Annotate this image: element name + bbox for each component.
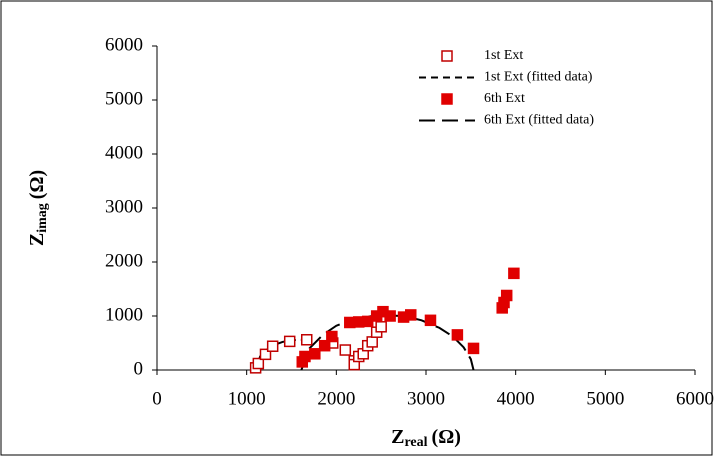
point — [339, 344, 352, 356]
point — [283, 335, 296, 348]
point — [318, 339, 331, 352]
y-tick-label: 5000 — [105, 88, 143, 109]
x-axis-title: Zreal (Ω) — [391, 426, 461, 451]
point — [252, 357, 265, 370]
point — [451, 329, 464, 341]
point — [500, 289, 513, 302]
y-axis-title: Zimag(Ω) — [26, 170, 51, 246]
legend-label: 1st Ext — [484, 48, 523, 63]
y-tick-label: 1000 — [105, 304, 143, 325]
y-tick-label: 3000 — [105, 196, 143, 217]
point — [375, 321, 387, 333]
y-tick-label: 4000 — [105, 142, 143, 163]
x-tick-label: 1000 — [228, 388, 266, 409]
legend-label: 6th Ext — [484, 91, 525, 106]
point — [266, 340, 279, 352]
x-tick-label: 4000 — [497, 388, 535, 409]
x-tick-label: 3000 — [407, 388, 445, 409]
point — [467, 342, 480, 355]
x-tick-label: 6000 — [676, 388, 714, 409]
legend-label: 6th Ext (fitted data) — [484, 113, 594, 128]
point — [424, 314, 437, 327]
legend-label: 1st Ext (fitted data) — [484, 70, 593, 85]
point — [299, 350, 311, 363]
y-tick-label: 0 — [134, 358, 144, 379]
x-tick-label: 2000 — [317, 388, 355, 409]
point — [309, 348, 321, 360]
point — [384, 310, 396, 322]
legend-swatch — [441, 93, 453, 105]
legend-swatch — [441, 50, 453, 62]
x-tick-label: 0 — [152, 388, 162, 409]
point — [405, 309, 417, 321]
y-tick-label: 6000 — [105, 34, 143, 55]
point — [259, 348, 272, 361]
x-tick-label: 5000 — [586, 388, 624, 409]
point — [300, 334, 313, 346]
point — [508, 267, 520, 280]
y-tick-label: 2000 — [105, 250, 143, 271]
point — [366, 336, 378, 348]
point — [326, 330, 338, 343]
